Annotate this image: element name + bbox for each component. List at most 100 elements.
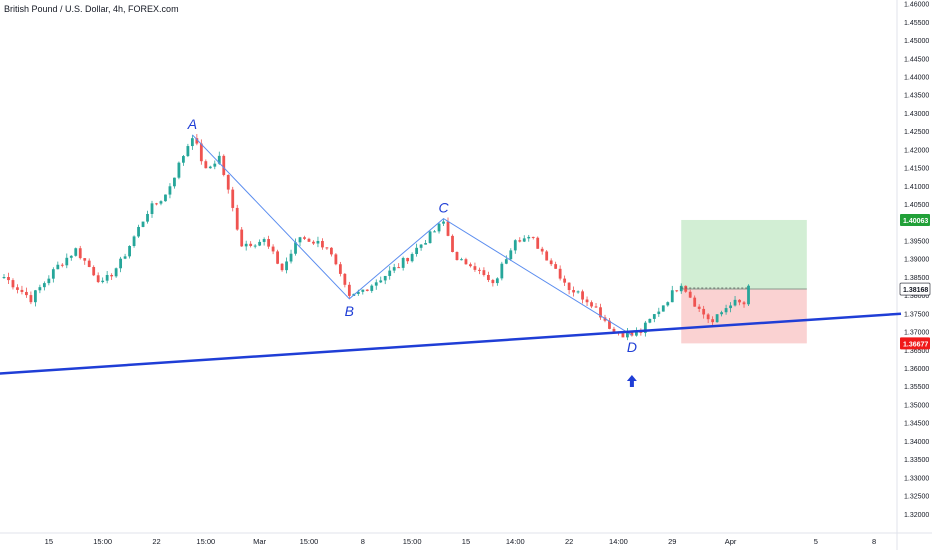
x-tick-label: 15:00 — [196, 537, 215, 546]
candle-body — [186, 146, 190, 157]
candle-body — [177, 162, 181, 178]
candle-body — [388, 270, 392, 276]
y-tick-label: 1.41000 — [904, 184, 929, 191]
candle-body — [724, 308, 728, 313]
y-tick-label: 1.35500 — [904, 384, 929, 391]
candle-body — [16, 287, 19, 290]
candle-body — [648, 318, 652, 323]
candle-body — [401, 257, 405, 268]
candle-body — [222, 155, 226, 175]
candle-body — [486, 274, 490, 281]
candle-body — [747, 285, 750, 305]
candle-body — [47, 278, 51, 284]
candle-body — [298, 237, 302, 243]
x-tick-label: 14:00 — [609, 537, 628, 546]
candle-body — [558, 268, 562, 279]
candle-body — [164, 194, 167, 202]
candle-body — [742, 302, 746, 305]
candle-body — [406, 257, 410, 262]
candle-body — [303, 237, 306, 239]
candle-body — [684, 285, 688, 292]
candle-body — [374, 282, 378, 286]
candle-body — [590, 302, 593, 307]
price-tag-current-label: 1.38168 — [903, 287, 928, 294]
y-tick-label: 1.41500 — [904, 166, 929, 173]
y-tick-label: 1.39000 — [904, 257, 929, 264]
candle-body — [217, 155, 221, 164]
candle-body — [634, 331, 638, 336]
candle-body — [78, 248, 82, 259]
y-tick-label: 1.42500 — [904, 129, 929, 136]
x-tick-label: 22 — [152, 537, 160, 546]
candle-body — [675, 290, 679, 292]
y-tick-label: 1.44500 — [904, 56, 929, 63]
candle-body — [478, 269, 481, 271]
candle-body — [711, 319, 715, 323]
y-tick-label: 1.36000 — [904, 366, 929, 373]
pattern-label-d: D — [627, 339, 637, 355]
candle-body — [285, 261, 288, 271]
candle-body — [114, 268, 118, 277]
x-tick-label: 8 — [872, 537, 876, 546]
candle-body — [451, 235, 454, 253]
candle-body — [706, 314, 710, 320]
candle-body — [65, 257, 69, 266]
y-tick-label: 1.44000 — [904, 75, 929, 82]
x-tick-label: 15:00 — [93, 537, 112, 546]
price-tag-target-label: 1.40063 — [903, 218, 928, 225]
y-tick-label: 1.43000 — [904, 111, 929, 118]
candle-body — [195, 138, 199, 144]
y-tick-label: 1.39500 — [904, 238, 929, 245]
candle-body — [738, 299, 741, 303]
candle-body — [240, 229, 244, 247]
candle-body — [51, 269, 55, 279]
candle-body — [567, 282, 571, 291]
candle-body — [249, 243, 253, 246]
x-tick-label: Mar — [253, 537, 266, 546]
candle-body — [307, 238, 311, 242]
candle-body — [446, 221, 450, 236]
candle-body — [460, 259, 463, 261]
candle-body — [733, 299, 737, 306]
candle-body — [356, 291, 360, 294]
candle-body — [419, 244, 423, 248]
candle-body — [540, 248, 544, 252]
y-tick-label: 1.37000 — [904, 330, 929, 337]
candle-body — [253, 245, 257, 247]
candle-body — [500, 263, 504, 279]
candle-body — [119, 258, 123, 269]
y-tick-label: 1.34000 — [904, 439, 929, 446]
pattern-label-a: A — [187, 116, 197, 132]
candle-body — [334, 254, 338, 265]
candle-body — [69, 255, 73, 258]
price-tag-stop — [900, 337, 930, 350]
candle-body — [652, 314, 656, 319]
candle-body — [626, 332, 629, 338]
candle-body — [325, 247, 329, 249]
candle-body — [33, 290, 37, 303]
candle-body — [495, 278, 499, 284]
y-tick-label: 1.33000 — [904, 475, 929, 482]
candle-body — [531, 236, 535, 238]
candle-body — [715, 314, 719, 323]
x-tick-label: 8 — [361, 537, 365, 546]
price-tag-current — [899, 282, 931, 296]
candle-body — [392, 267, 396, 271]
candle-body — [280, 263, 284, 271]
candle-body — [231, 189, 235, 208]
candle-body — [141, 221, 145, 227]
candle-body — [554, 264, 558, 269]
candle-body — [96, 275, 100, 283]
candle-body — [572, 290, 575, 293]
candle-body — [643, 322, 647, 333]
candle-body — [29, 295, 33, 303]
candle-body — [60, 264, 64, 266]
candle-body — [729, 305, 732, 309]
candle-body — [365, 289, 369, 291]
candle-body — [74, 248, 78, 256]
candle-body — [204, 161, 208, 169]
candle-body — [693, 297, 697, 307]
candle-body — [608, 320, 611, 329]
price-tag-stop-label: 1.36677 — [903, 341, 928, 348]
